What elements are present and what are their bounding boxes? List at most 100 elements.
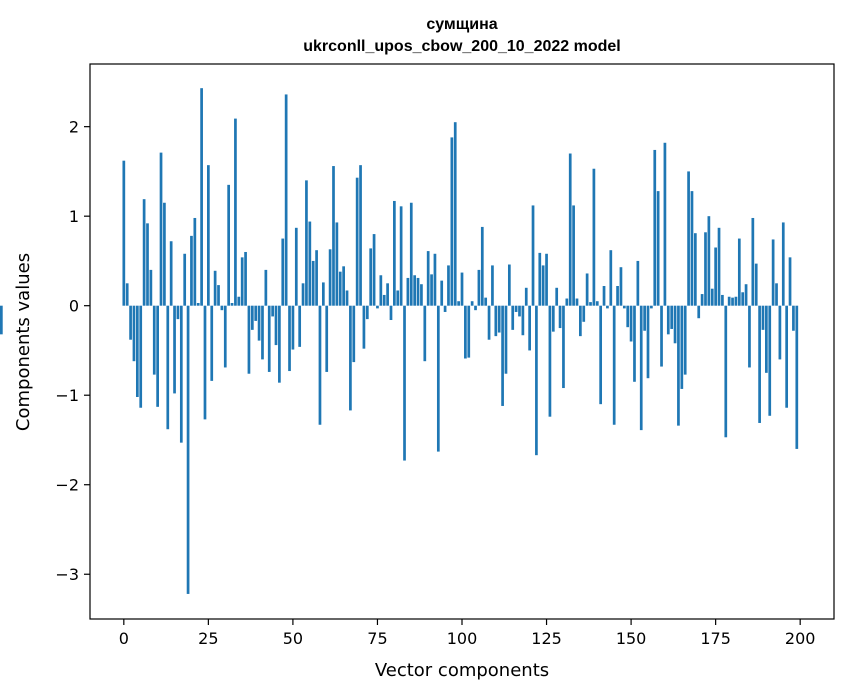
bar-component-69 (355, 177, 359, 306)
bar-component-160 (663, 142, 667, 306)
bar-component-182 (737, 238, 741, 306)
bar-component-62 (332, 166, 335, 306)
bar-component-21 (193, 217, 197, 306)
bar-component-121 (531, 205, 535, 306)
bar-component-115 (511, 305, 515, 330)
x-tick-label: 0 (119, 629, 129, 648)
bar-component-155 (646, 305, 650, 379)
bar-component-108 (487, 305, 491, 340)
bar-component-88 (420, 284, 423, 306)
bar-component-9 (152, 305, 156, 375)
bar-component-153 (639, 305, 643, 431)
bar-component-26 (210, 305, 214, 381)
bar-component-129 (558, 305, 562, 329)
bar-component-96 (447, 265, 450, 306)
bar-component-107 (484, 297, 488, 306)
bar-component-14 (169, 241, 173, 306)
bar-component-138 (589, 302, 592, 306)
bar-component-12 (163, 202, 166, 306)
bar-component-38 (250, 305, 254, 330)
bar-component-45 (274, 305, 278, 346)
bar-component-20 (190, 235, 193, 306)
bar-component-37 (247, 305, 251, 374)
bar-component-51 (294, 227, 298, 306)
bar-component-193 (775, 283, 778, 306)
bar-component-10 (156, 305, 159, 407)
bar-component-168 (690, 191, 694, 306)
bar-component-55 (308, 221, 312, 306)
bar-component-150 (629, 305, 633, 342)
bar-component-100 (460, 272, 464, 306)
bar-component-190 (765, 305, 768, 373)
bar-component-54 (305, 180, 308, 306)
bar-component-90 (426, 251, 430, 306)
bar-component-81 (396, 290, 400, 306)
bar-component-29 (220, 305, 224, 311)
bar-component-82 (399, 206, 403, 306)
bar-component-31 (227, 184, 231, 306)
bar-component-136 (582, 305, 586, 322)
bar-component-167 (687, 171, 690, 306)
bar-component-105 (477, 269, 481, 306)
bar-component-164 (677, 305, 680, 426)
bar-component-152 (636, 260, 640, 306)
bar-component-106 (480, 226, 484, 306)
bar-component-98 (453, 122, 457, 306)
bar-component-117 (518, 305, 521, 317)
bar-component-139 (592, 168, 596, 306)
bar-component-132 (568, 153, 572, 306)
bar-component-46 (278, 305, 281, 383)
bar-component-191 (768, 305, 772, 416)
bar-component-25 (207, 165, 210, 306)
bar-component-179 (727, 296, 731, 306)
bar-component-7 (146, 223, 149, 306)
bar-component-174 (710, 288, 714, 306)
bar-component-165 (680, 305, 684, 389)
bar-component-131 (565, 298, 569, 306)
bar-component-192 (771, 239, 775, 306)
bar-component-120 (528, 305, 531, 351)
bar-component-125 (545, 253, 548, 306)
bar-component-166 (683, 305, 687, 375)
bar-component-171 (700, 294, 704, 306)
y-tick-label: −3 (55, 565, 79, 584)
bar-component-74 (372, 234, 376, 306)
bar-component-183 (741, 292, 745, 306)
bar-component-93 (436, 305, 440, 452)
bar-component-87 (416, 277, 420, 306)
bar-component-126 (548, 305, 552, 417)
bar-component-13 (166, 305, 170, 430)
bar-component-89 (423, 305, 427, 362)
bar-component-75 (376, 305, 379, 309)
x-tick-label: 50 (283, 629, 303, 648)
bar-component-198 (792, 305, 795, 331)
bar-component-1 (125, 283, 129, 306)
bar-component-53 (301, 283, 305, 306)
bar-component-43 (267, 305, 271, 372)
bar-component-144 (609, 250, 613, 306)
bar-component-149 (626, 305, 630, 328)
x-tick-label: 150 (616, 629, 647, 648)
bar-component-197 (788, 257, 792, 306)
bar-component-103 (470, 301, 474, 306)
bar-component-170 (697, 305, 701, 319)
bar-component-18 (183, 253, 187, 306)
bar-component-66 (345, 290, 349, 306)
y-tick-label: 0 (69, 297, 79, 316)
bar-component-151 (633, 305, 636, 382)
bar-component-48 (284, 94, 288, 306)
bar-component-176 (717, 227, 721, 306)
bar-component-3 (132, 305, 136, 362)
bar-component-142 (602, 286, 606, 306)
bar-component-72 (365, 305, 369, 320)
bar-component-137 (585, 273, 589, 306)
bar-component-77 (382, 294, 386, 306)
bar-component-4 (135, 305, 139, 397)
bar-component-44 (271, 305, 274, 317)
bar-component-110 (494, 305, 498, 337)
bar-component-134 (575, 298, 579, 306)
bar-component-101 (464, 305, 467, 359)
bar-component-177 (721, 294, 724, 306)
bar-component-78 (386, 283, 389, 306)
bar-component-178 (724, 305, 728, 438)
